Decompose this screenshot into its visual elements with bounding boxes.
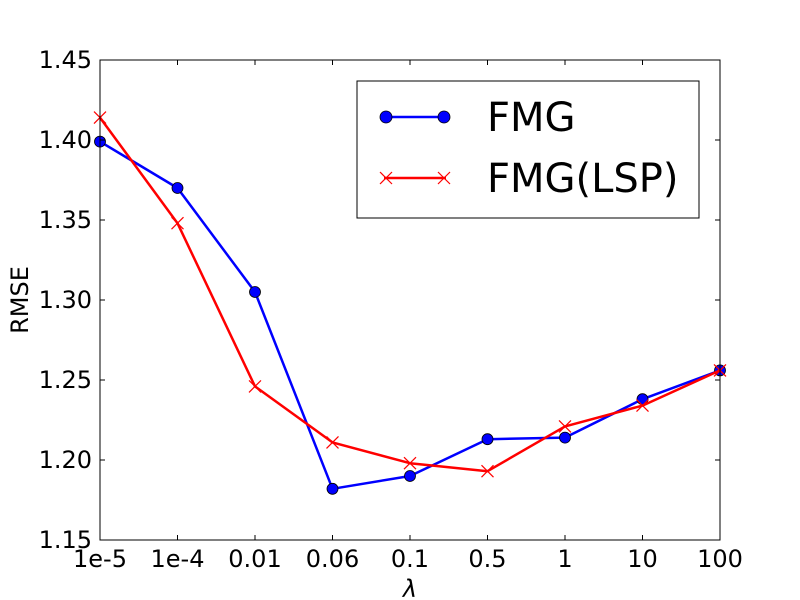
legend-label-fmg: FMG <box>487 95 576 141</box>
x-tick-label: 0.1 <box>391 545 429 573</box>
y-tick-label: 1.25 <box>39 366 92 394</box>
plot-area <box>93 111 727 495</box>
data-point-fmg-lsp <box>326 435 339 449</box>
data-point-fmg-lsp <box>481 464 494 478</box>
data-point-fmg <box>326 482 339 495</box>
legend-marker-fmg-lsp <box>379 171 451 185</box>
x-axis-label: λ <box>401 575 417 600</box>
y-tick-label: 1.30 <box>39 286 92 314</box>
y-tick-label: 1.45 <box>39 46 92 74</box>
y-tick-label: 1.15 <box>39 526 92 554</box>
legend-marker-fmg <box>379 110 393 124</box>
y-axis-label: RMSE <box>6 266 34 334</box>
data-point-fmg-lsp <box>558 419 572 433</box>
x-tick-label: 100 <box>697 545 743 573</box>
y-tick-label: 1.40 <box>39 126 92 154</box>
data-point-fmg <box>559 431 571 444</box>
y-tick-label: 1.20 <box>39 446 92 474</box>
data-point-fmg <box>481 433 494 446</box>
legend-marker-fmg <box>437 110 451 124</box>
legend: FMG FMG(LSP) <box>356 80 700 219</box>
x-tick-label: 1e-5 <box>73 545 127 573</box>
data-point-fmg-lsp <box>248 379 262 393</box>
data-point-fmg <box>404 470 416 482</box>
y-tick-label: 1.35 <box>39 206 92 234</box>
x-tick-label: 1e-4 <box>151 545 205 573</box>
legend-box <box>356 80 700 219</box>
data-point-fmg-lsp <box>403 456 417 470</box>
data-point-fmg <box>171 182 184 194</box>
x-tick-label: 0.01 <box>228 545 281 573</box>
legend-label-fmg-lsp: FMG(LSP) <box>487 156 679 202</box>
x-tick-label: 1 <box>557 545 572 573</box>
x-tick-label: 10 <box>627 545 658 573</box>
axis-ticks: 1e-5 1e-4 0.01 0.06 0.1 0.5 1 10 100 1.15 1.20 1.25… <box>39 46 743 573</box>
x-tick-label: 0.06 <box>306 545 359 573</box>
data-point-fmg-lsp <box>636 399 649 413</box>
data-point-fmg-lsp <box>171 216 184 230</box>
x-tick-label: 0.5 <box>468 545 506 573</box>
data-point-fmg <box>249 286 261 298</box>
